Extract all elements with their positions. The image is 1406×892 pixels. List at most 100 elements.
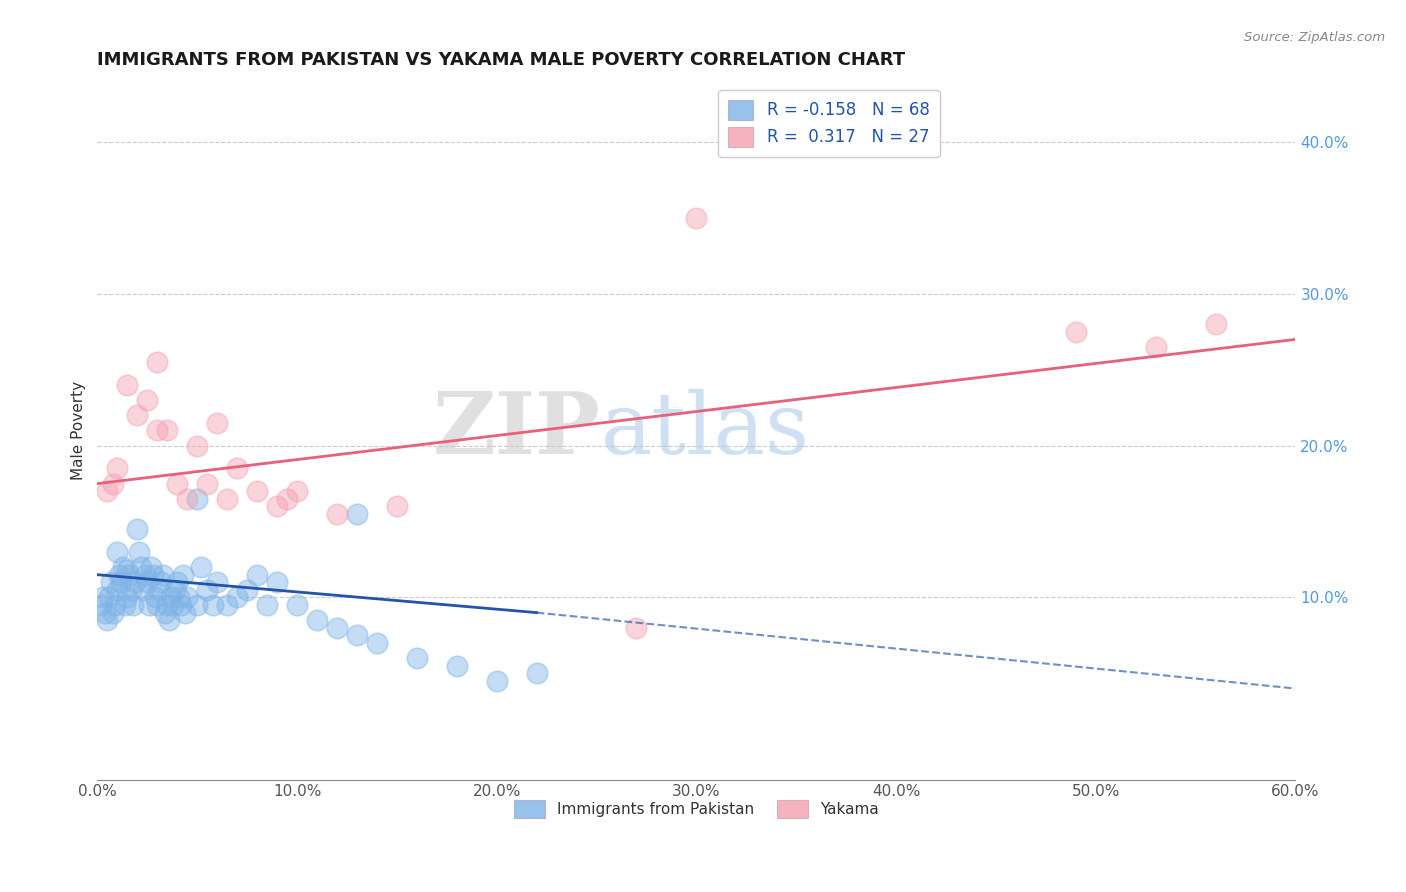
Point <box>246 567 269 582</box>
Point <box>136 393 159 408</box>
Point <box>120 582 142 597</box>
Point <box>138 598 160 612</box>
Point <box>122 598 145 612</box>
Point <box>96 484 118 499</box>
Point <box>128 545 150 559</box>
Point <box>146 424 169 438</box>
Text: ZIP: ZIP <box>433 389 600 473</box>
Point <box>129 560 152 574</box>
Point <box>112 560 135 574</box>
Point <box>186 598 208 612</box>
Point <box>110 575 132 590</box>
Point <box>148 582 170 597</box>
Point <box>326 621 349 635</box>
Point <box>285 598 308 612</box>
Point <box>1064 325 1087 339</box>
Point <box>155 606 177 620</box>
Point <box>305 613 328 627</box>
Point <box>124 575 146 590</box>
Point <box>96 613 118 627</box>
Point <box>103 476 125 491</box>
Point <box>105 461 128 475</box>
Point <box>266 575 288 590</box>
Y-axis label: Male Poverty: Male Poverty <box>72 381 86 480</box>
Point <box>256 598 278 612</box>
Point <box>118 567 141 582</box>
Point <box>685 211 707 225</box>
Point <box>202 598 225 612</box>
Point <box>266 500 288 514</box>
Point <box>94 606 117 620</box>
Point <box>186 491 208 506</box>
Point <box>326 507 349 521</box>
Point <box>236 582 259 597</box>
Point <box>165 582 187 597</box>
Point <box>176 491 198 506</box>
Point <box>626 621 648 635</box>
Point <box>142 567 165 582</box>
Point <box>346 628 368 642</box>
Point <box>100 575 122 590</box>
Point <box>1205 317 1227 331</box>
Point <box>385 500 408 514</box>
Legend: Immigrants from Pakistan, Yakama: Immigrants from Pakistan, Yakama <box>508 794 884 824</box>
Point <box>346 507 368 521</box>
Point <box>205 575 228 590</box>
Point <box>146 598 169 612</box>
Point <box>205 416 228 430</box>
Point <box>285 484 308 499</box>
Text: Source: ZipAtlas.com: Source: ZipAtlas.com <box>1244 31 1385 45</box>
Point <box>166 575 188 590</box>
Point <box>136 575 159 590</box>
Point <box>132 582 155 597</box>
Point <box>162 598 184 612</box>
Point <box>117 563 139 577</box>
Point <box>114 598 136 612</box>
Point <box>160 591 183 605</box>
Point <box>104 598 127 612</box>
Point <box>226 591 249 605</box>
Point <box>217 598 239 612</box>
Point <box>1144 340 1167 354</box>
Point <box>217 491 239 506</box>
Point <box>152 567 174 582</box>
Point <box>170 598 193 612</box>
Point <box>150 575 173 590</box>
Point <box>172 567 194 582</box>
Point <box>90 598 112 612</box>
Point <box>174 606 197 620</box>
Point <box>117 378 139 392</box>
Point <box>103 606 125 620</box>
Point <box>156 598 179 612</box>
Point <box>195 582 218 597</box>
Point <box>176 591 198 605</box>
Point <box>127 409 149 423</box>
Point <box>186 439 208 453</box>
Point <box>190 560 212 574</box>
Point <box>276 491 298 506</box>
Point <box>105 545 128 559</box>
Point <box>156 424 179 438</box>
Point <box>127 522 149 536</box>
Point <box>166 476 188 491</box>
Point <box>146 355 169 369</box>
Point <box>105 582 128 597</box>
Point <box>93 591 115 605</box>
Point <box>226 461 249 475</box>
Point <box>246 484 269 499</box>
Point <box>526 666 548 681</box>
Text: IMMIGRANTS FROM PAKISTAN VS YAKAMA MALE POVERTY CORRELATION CHART: IMMIGRANTS FROM PAKISTAN VS YAKAMA MALE … <box>97 51 905 69</box>
Point <box>405 651 427 665</box>
Text: atlas: atlas <box>600 389 810 472</box>
Point <box>108 567 131 582</box>
Point <box>195 476 218 491</box>
Point <box>167 591 190 605</box>
Point <box>117 591 139 605</box>
Point <box>98 591 121 605</box>
Point <box>446 658 468 673</box>
Point <box>134 567 156 582</box>
Point <box>141 560 163 574</box>
Point <box>366 636 388 650</box>
Point <box>485 673 508 688</box>
Point <box>143 591 166 605</box>
